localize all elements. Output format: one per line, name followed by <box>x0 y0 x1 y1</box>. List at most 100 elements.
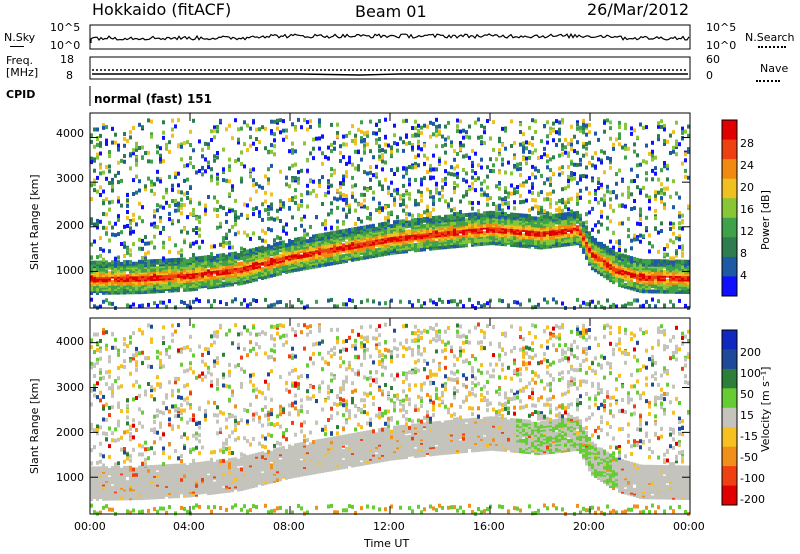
power-cell <box>579 195 582 200</box>
power-cell <box>627 301 630 306</box>
power-cell <box>639 190 642 195</box>
power-cell <box>228 240 231 245</box>
power-cell <box>537 216 540 221</box>
power-cell <box>210 138 213 142</box>
power-cell <box>339 144 342 149</box>
power-cell <box>315 233 318 238</box>
power-cell <box>465 134 468 139</box>
power-cell <box>387 233 390 238</box>
power-cell <box>660 168 663 173</box>
power-cell <box>513 163 516 168</box>
power-cell <box>669 221 672 226</box>
power-cell <box>291 148 294 153</box>
power-cell <box>393 202 396 207</box>
power-cell <box>180 271 183 276</box>
power-cell <box>636 298 639 303</box>
power-cell <box>147 118 150 123</box>
power-cell <box>429 164 432 168</box>
power-cell <box>363 198 366 203</box>
power-cell <box>234 159 237 164</box>
power-cell <box>444 214 447 219</box>
power-cell <box>657 259 660 264</box>
power-cell <box>330 261 333 266</box>
power-cell <box>399 224 402 229</box>
power-cell <box>618 168 621 173</box>
power-cell <box>381 222 384 227</box>
power-cell <box>150 259 153 264</box>
power-cell <box>438 156 441 161</box>
power-cell <box>543 152 546 157</box>
power-cell <box>435 181 438 186</box>
power-cell <box>195 216 198 221</box>
power-cell <box>375 172 378 177</box>
power-cell <box>351 124 354 129</box>
power-cell <box>123 143 126 148</box>
power-cell <box>462 128 465 133</box>
power-cell <box>174 171 177 176</box>
power-cell <box>255 137 258 141</box>
power-cell <box>645 259 648 263</box>
power-cell <box>294 195 297 200</box>
power-cell <box>375 248 378 253</box>
power-cell <box>303 233 306 238</box>
power-cell <box>162 256 165 261</box>
power-cell <box>111 232 114 237</box>
power-cell <box>528 224 531 229</box>
power-cell <box>402 140 405 145</box>
power-cell <box>417 189 420 194</box>
power-cell <box>618 239 621 244</box>
power-cell <box>342 197 345 202</box>
power-cell <box>483 223 486 228</box>
power-cell <box>174 243 177 248</box>
power-cell <box>660 196 663 201</box>
power-cell <box>429 120 432 125</box>
power-cell <box>183 226 186 231</box>
power-cell <box>651 284 654 289</box>
power-cell <box>426 212 429 217</box>
power-cell <box>366 298 369 303</box>
power-cell <box>555 143 558 147</box>
power-cell <box>414 132 417 137</box>
power-cell <box>450 208 453 213</box>
power-cell <box>432 199 435 203</box>
power-cell <box>189 257 192 262</box>
power-cell <box>171 270 174 275</box>
power-cell <box>252 178 255 183</box>
power-cell <box>219 253 222 258</box>
power-cell <box>594 151 597 156</box>
power-cell <box>612 249 615 254</box>
power-cell <box>522 243 525 248</box>
power-cell <box>375 235 378 240</box>
power-cell <box>141 219 144 224</box>
power-cell <box>570 217 573 221</box>
power-cell <box>285 135 288 140</box>
power-cell <box>450 225 453 229</box>
power-cell <box>291 163 294 168</box>
power-cell <box>282 244 285 248</box>
power-cell <box>330 201 333 206</box>
power-cell <box>456 124 459 129</box>
power-cell <box>486 119 489 123</box>
power-cell <box>138 146 141 150</box>
power-cell <box>297 180 300 185</box>
power-cell <box>147 284 150 289</box>
power-cell <box>108 271 111 276</box>
power-cell <box>258 273 261 278</box>
power-cell <box>624 144 627 149</box>
power-cell <box>663 289 666 294</box>
power-cell <box>498 206 501 211</box>
power-cell <box>114 256 117 261</box>
power-cell <box>600 160 603 165</box>
power-cell <box>495 184 498 189</box>
power-cell <box>333 146 336 151</box>
power-cell <box>117 265 120 270</box>
power-cell <box>405 204 408 209</box>
power-cell <box>393 248 396 253</box>
power-cell <box>468 239 471 244</box>
power-cell <box>219 242 222 247</box>
power-cell <box>438 132 441 137</box>
power-cell <box>393 123 396 128</box>
power-cell <box>426 187 429 192</box>
power-cell <box>300 168 303 173</box>
power-cell <box>111 280 114 284</box>
